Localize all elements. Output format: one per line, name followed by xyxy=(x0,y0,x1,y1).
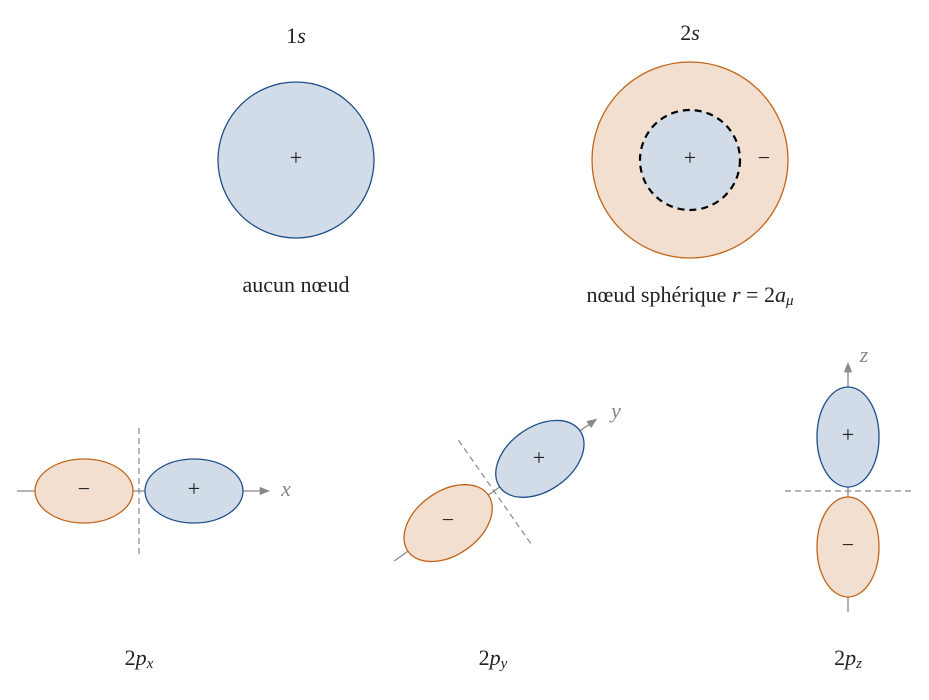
orbital-label: 2s xyxy=(680,20,700,45)
caption-operator: = xyxy=(746,282,758,307)
label-number: 2 xyxy=(479,645,490,670)
label-number: 2 xyxy=(125,645,136,670)
lobe xyxy=(816,496,880,598)
sign: + xyxy=(290,145,302,170)
axis-label: y xyxy=(609,398,621,423)
label-subscript: z xyxy=(855,656,862,672)
label-letter: p xyxy=(843,645,856,670)
label-letter: p xyxy=(488,645,501,670)
spherical-node xyxy=(638,108,742,212)
lobe xyxy=(217,81,375,239)
sign: − xyxy=(442,507,454,532)
label-letter: s xyxy=(297,23,306,48)
lobe xyxy=(495,419,585,498)
caption: aucun nœud xyxy=(243,272,350,297)
orbital-label: 1s xyxy=(286,23,306,48)
sign: + xyxy=(188,476,200,501)
sign: − xyxy=(758,145,770,170)
sign: − xyxy=(78,476,90,501)
lobe xyxy=(403,484,493,563)
lobe xyxy=(144,458,244,524)
axis-label: z xyxy=(859,342,869,367)
sign: + xyxy=(684,145,696,170)
label-number: 2 xyxy=(680,20,691,45)
caption-text: nœud sphérique xyxy=(587,282,727,307)
lobe xyxy=(816,386,880,488)
label-number: 2 xyxy=(834,645,845,670)
sign: + xyxy=(842,422,854,447)
orbital-label: 2px xyxy=(125,645,154,672)
sign: − xyxy=(842,532,854,557)
label-letter: p xyxy=(134,645,147,670)
orbital-label: 2pz xyxy=(834,645,862,672)
nodal-plane xyxy=(457,439,533,546)
sign: + xyxy=(533,445,545,470)
caption-coefficient: 2 xyxy=(764,282,775,307)
label-letter: s xyxy=(691,20,700,45)
label-number: 1 xyxy=(286,23,297,48)
caption: nœud sphérique r = 2aμ xyxy=(587,282,794,309)
axis-label: x xyxy=(280,476,291,501)
caption-subscript: μ xyxy=(785,293,794,309)
label-subscript: y xyxy=(499,656,508,672)
caption-symbol: a xyxy=(775,282,786,307)
lobe xyxy=(34,458,134,524)
label-subscript: x xyxy=(146,656,154,672)
orbital-label: 2py xyxy=(479,645,508,672)
py-orbital xyxy=(393,418,598,563)
caption-variable: r xyxy=(732,282,741,307)
